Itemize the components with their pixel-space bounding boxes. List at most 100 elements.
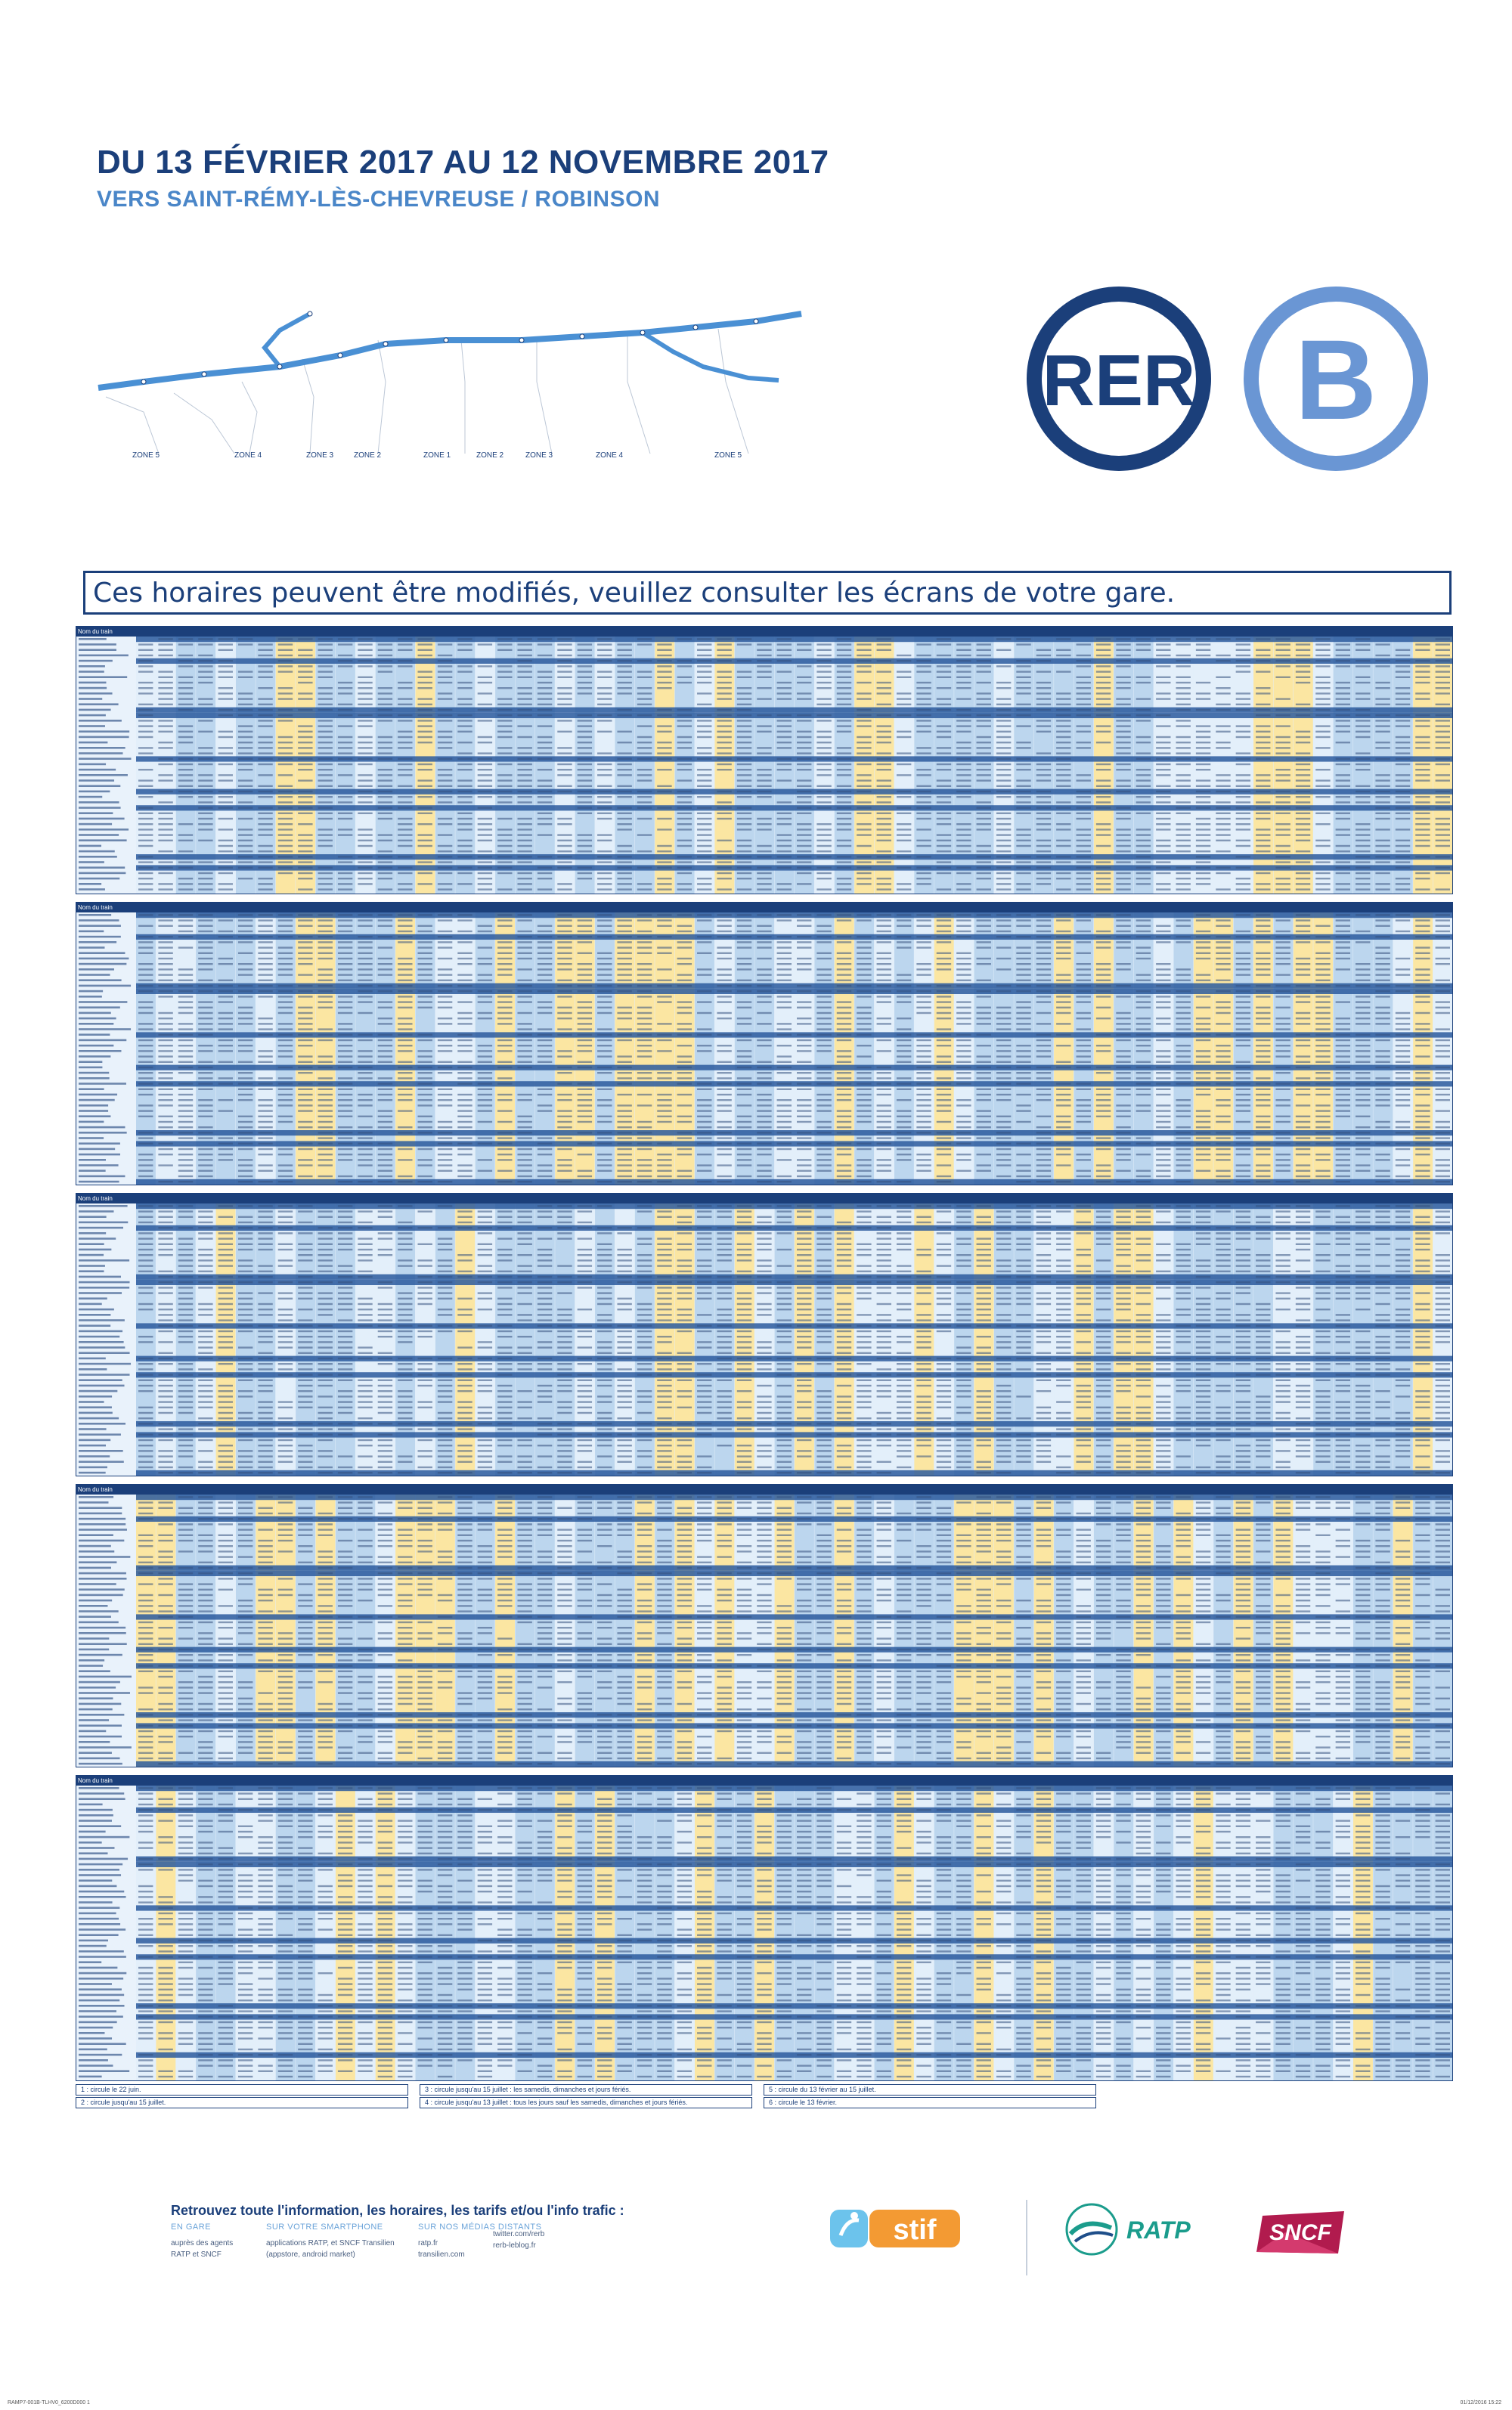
- grid-cell-mark: [457, 941, 472, 943]
- grid-cell-mark: [736, 823, 752, 826]
- grid-cell-mark: [1216, 742, 1231, 744]
- grid-cell-mark: [857, 774, 872, 776]
- grid-cell-mark: [298, 796, 313, 798]
- grid-cell-mark: [318, 1104, 333, 1107]
- grid-cell-mark: [237, 952, 253, 954]
- grid-cell-mark: [1056, 757, 1071, 760]
- grid-cell-mark: [497, 914, 513, 916]
- grid-cell-mark: [1335, 941, 1351, 943]
- grid-cell-mark: [218, 963, 233, 965]
- grid-cell-mark: [1395, 844, 1411, 847]
- grid-cell-mark: [298, 757, 313, 760]
- grid-cell-mark: [976, 1099, 991, 1101]
- grid-cell-mark: [876, 757, 891, 760]
- grid-cell-mark: [1235, 1093, 1251, 1096]
- grid-cell-mark: [1315, 1159, 1331, 1161]
- grid-cell-mark: [377, 878, 393, 880]
- grid-cell-mark: [836, 1006, 852, 1008]
- grid-cell-mark: [776, 763, 792, 766]
- grid-cell-mark: [1195, 725, 1211, 727]
- grid-cell-mark: [677, 1023, 692, 1025]
- grid-cell-mark: [776, 1132, 792, 1134]
- grid-cell-mark: [1036, 1011, 1052, 1014]
- grid-cell-mark: [1176, 925, 1191, 927]
- station-mark: [79, 962, 127, 965]
- grid-cell-mark: [198, 1001, 213, 1003]
- grid-cell-mark: [457, 1154, 472, 1156]
- grid-cell-mark: [557, 1099, 572, 1101]
- grid-cell-mark: [1116, 649, 1131, 651]
- grid-cell-mark: [437, 779, 453, 782]
- grid-cell-mark: [158, 1104, 173, 1107]
- grid-cell-mark: [497, 638, 513, 640]
- grid-cell-mark: [358, 1011, 373, 1014]
- grid-cell-mark: [437, 720, 453, 722]
- grid-cell-mark: [1335, 742, 1351, 744]
- grid-column: [695, 912, 714, 1185]
- grid-cell-mark: [1295, 925, 1311, 927]
- grid-cell-mark: [797, 1164, 812, 1166]
- grid-cell-mark: [337, 946, 353, 949]
- grid-cell-mark: [537, 866, 553, 869]
- grid-cell-mark: [358, 996, 373, 998]
- grid-cell-mark: [318, 1110, 333, 1112]
- grid-cell-mark: [1375, 1061, 1390, 1063]
- grid-cell-mark: [178, 996, 194, 998]
- grid-cell-mark: [1395, 736, 1411, 739]
- grid-cell-mark: [1016, 952, 1031, 954]
- grid-cell-mark: [1435, 1006, 1450, 1008]
- grid-cell-mark: [1016, 807, 1031, 809]
- grid-cell-mark: [477, 1050, 493, 1052]
- grid-cell-mark: [697, 774, 712, 776]
- grid-cell-mark: [1275, 996, 1290, 998]
- grid-cell-mark: [1256, 914, 1271, 916]
- grid-cell-mark: [178, 990, 194, 993]
- grid-cell-mark: [537, 1045, 553, 1047]
- grid-cell-mark: [1335, 1055, 1351, 1058]
- grid-cell-mark: [1036, 1126, 1052, 1129]
- grid-cell-mark: [237, 1061, 253, 1063]
- grid-cell-mark: [736, 742, 752, 744]
- grid-cell-mark: [896, 888, 912, 891]
- grid-cell-mark: [797, 1018, 812, 1020]
- grid-cell-mark: [1056, 872, 1071, 875]
- grid-cell-mark: [1275, 888, 1290, 891]
- grid-cell-mark: [517, 829, 532, 831]
- grid-cell-mark: [857, 1120, 872, 1123]
- grid-cell-mark: [1256, 1132, 1271, 1134]
- grid-cell-mark: [1076, 730, 1091, 733]
- grid-cell-mark: [857, 736, 872, 739]
- grid-cell-mark: [258, 1137, 273, 1139]
- grid-cell-mark: [1295, 1175, 1311, 1178]
- grid-cell-mark: [457, 1033, 472, 1036]
- grid-cell-mark: [1216, 1120, 1231, 1123]
- zone-label: ZONE 3: [525, 451, 553, 460]
- grid-cell-mark: [298, 665, 313, 668]
- grid-cell-mark: [1295, 671, 1311, 673]
- grid-cell-mark: [996, 1066, 1012, 1069]
- grid-cell-mark: [657, 1099, 672, 1101]
- grid-cell-mark: [916, 974, 931, 976]
- grid-cell-mark: [936, 866, 952, 869]
- grid-cell-mark: [996, 1028, 1012, 1030]
- grid-cell-mark: [857, 1142, 872, 1145]
- grid-cell-mark: [258, 812, 273, 814]
- grid-cell-mark: [916, 681, 931, 684]
- grid-cell-mark: [1295, 703, 1311, 705]
- grid-cell-mark: [1415, 946, 1430, 949]
- grid-cell-mark: [1095, 1088, 1111, 1090]
- grid-cell-mark: [976, 714, 991, 717]
- grid-cell-mark: [1095, 807, 1111, 809]
- grid-cell-mark: [1395, 888, 1411, 891]
- grid-cell-mark: [258, 1050, 273, 1052]
- grid-cell-mark: [258, 1083, 273, 1085]
- grid-cell-mark: [318, 1175, 333, 1178]
- grid-cell-mark: [437, 1148, 453, 1151]
- grid-cell-mark: [1036, 812, 1052, 814]
- grid-cell-mark: [1356, 720, 1371, 722]
- grid-cell-mark: [697, 1110, 712, 1112]
- grid-cell-mark: [736, 844, 752, 847]
- grid-cell-mark: [557, 1159, 572, 1161]
- grid-cell-mark: [377, 1154, 393, 1156]
- grid-cell-mark: [996, 1148, 1012, 1151]
